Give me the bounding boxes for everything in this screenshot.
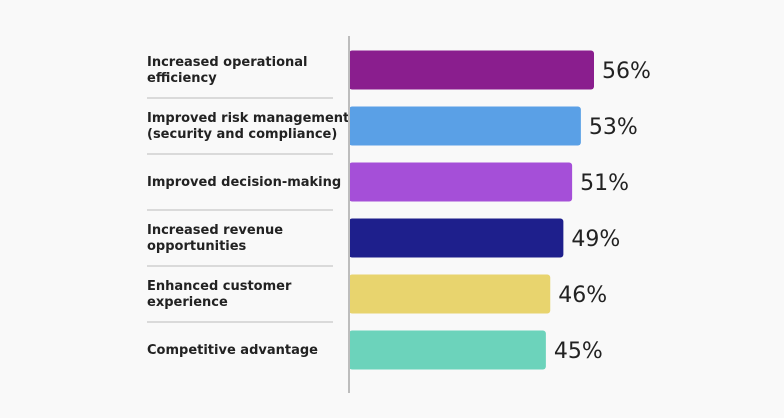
value-label-1: 56%	[602, 59, 651, 84]
bar-6	[349, 330, 546, 370]
value-labels: 56% 53% 51% 49% 46% 45%	[554, 59, 651, 364]
value-label-3: 51%	[580, 171, 629, 196]
category-label-5: Enhanced customer experience	[147, 279, 292, 310]
category-label-1: Increased operational efficiency	[147, 55, 308, 86]
category-label-6: Competitive advantage	[147, 343, 318, 358]
bar-4	[349, 218, 564, 258]
bar-5	[349, 274, 551, 314]
bars	[349, 50, 594, 370]
value-label-4: 49%	[571, 227, 620, 252]
bar-3	[349, 162, 573, 202]
value-label-2: 53%	[589, 115, 638, 140]
category-label-2: Improved risk management (security and co…	[147, 111, 349, 142]
value-label-6: 45%	[554, 339, 603, 364]
row-separators	[147, 97, 333, 323]
category-label-3: Improved decision-making	[147, 175, 341, 190]
category-label-4: Increased revenue opportunities	[147, 223, 283, 254]
category-labels: Increased operational efficiency Improved …	[147, 55, 349, 358]
bar-2	[349, 106, 581, 146]
value-label-5: 46%	[558, 283, 607, 308]
bar-1	[349, 50, 594, 90]
